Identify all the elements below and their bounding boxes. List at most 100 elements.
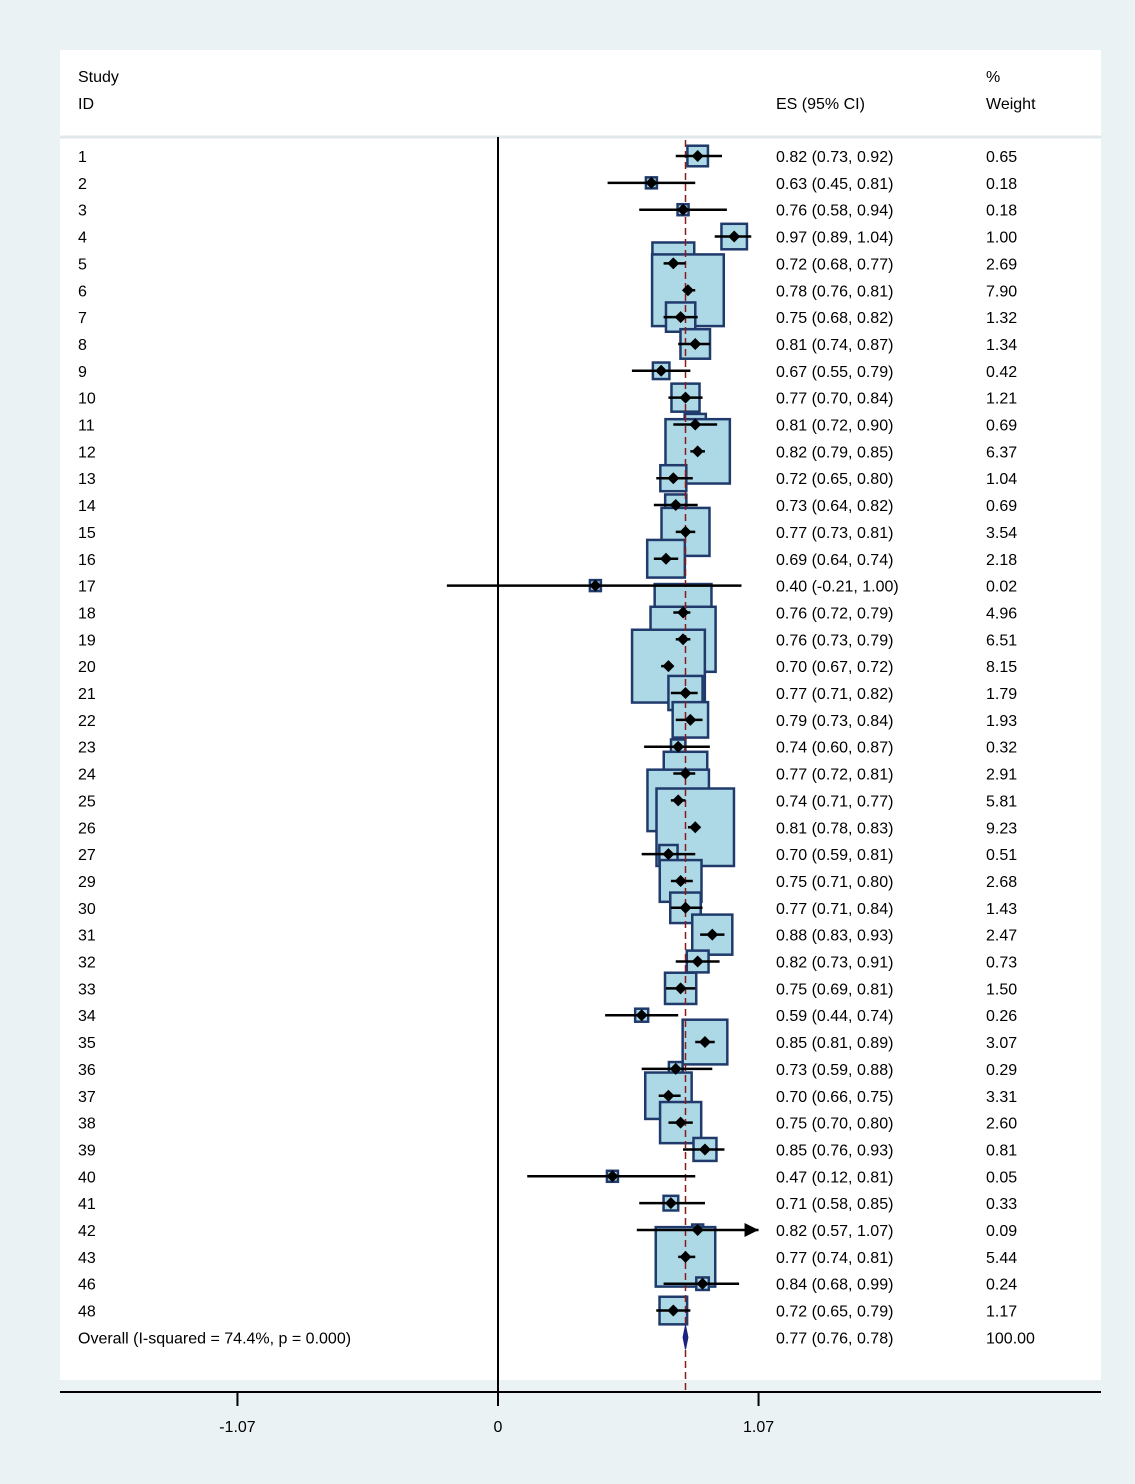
study-id: 36 [78,1062,96,1079]
point-estimate [655,364,668,377]
point-estimate [589,579,602,592]
study-ci: 0.74 (0.71, 0.77) [776,793,893,810]
overall-weight: 100.00 [986,1330,1035,1347]
study-id: 23 [78,740,96,757]
point-estimate [691,150,704,162]
study-ci: 0.77 (0.73, 0.81) [776,525,893,542]
point-estimate [669,499,682,512]
overall-ci: 0.77 (0.76, 0.78) [776,1330,893,1347]
study-ci: 0.47 (0.12, 0.81) [776,1169,893,1186]
study-ci: 0.78 (0.76, 0.81) [776,283,893,300]
study-id: 35 [78,1035,96,1052]
header-weight-pct: % [986,69,1000,86]
point-estimate [674,874,687,887]
study-weight: 0.42 [986,364,1017,381]
study-weight: 0.51 [986,847,1017,864]
study-weight: 0.33 [986,1196,1017,1213]
study-weight: 4.96 [986,605,1017,622]
study-ci: 0.67 (0.55, 0.79) [776,364,893,381]
study-id: 5 [78,256,87,273]
study-ci: 0.76 (0.73, 0.79) [776,632,893,649]
study-ci: 0.70 (0.66, 0.75) [776,1089,893,1106]
point-estimate [669,1062,682,1075]
study-ci: 0.69 (0.64, 0.74) [776,552,893,569]
point-estimate [684,713,697,726]
header-id: ID [78,96,94,113]
study-ci: 0.74 (0.60, 0.87) [776,740,893,757]
point-estimate [679,901,692,914]
study-id: 19 [78,632,96,649]
point-estimate [662,660,675,673]
point-estimate [672,740,685,753]
study-id: 3 [78,203,87,220]
study-weight: 0.32 [986,740,1017,757]
study-ci: 0.76 (0.72, 0.79) [776,605,893,622]
study-id: 34 [78,1008,96,1025]
study-weight: 0.69 [986,418,1017,435]
study-weight: 1.93 [986,713,1017,730]
point-estimate [696,1277,709,1290]
study-id: 1 [78,149,87,166]
point-estimate [698,1143,711,1156]
study-ci: 0.73 (0.64, 0.82) [776,498,893,515]
study-weight: 1.04 [986,471,1017,488]
study-ci: 0.70 (0.59, 0.81) [776,847,893,864]
point-estimate [698,1036,711,1049]
study-weight: 0.26 [986,1008,1017,1025]
study-id: 33 [78,981,96,998]
point-estimate [679,767,692,780]
study-weight: 3.31 [986,1089,1017,1106]
study-weight: 6.37 [986,444,1017,461]
header-es: ES (95% CI) [776,96,865,113]
point-estimate [662,1089,675,1102]
point-estimate [691,445,704,458]
point-estimate [679,391,692,404]
study-ci: 0.79 (0.73, 0.84) [776,713,893,730]
study-weight: 8.15 [986,659,1017,676]
study-id: 24 [78,767,96,784]
study-id: 18 [78,605,96,622]
study-weight: 1.50 [986,981,1017,998]
study-weight: 9.23 [986,820,1017,837]
study-weight: 5.81 [986,793,1017,810]
study-weight: 1.17 [986,1304,1017,1321]
study-weight: 0.73 [986,955,1017,972]
study-ci: 0.59 (0.44, 0.74) [776,1008,893,1025]
study-id: 13 [78,471,96,488]
study-ci: 0.77 (0.74, 0.81) [776,1250,893,1267]
study-weight: 0.02 [986,579,1017,596]
study-weight: 6.51 [986,632,1017,649]
point-estimate [664,1197,677,1210]
study-weight: 1.21 [986,391,1017,408]
point-estimate [681,284,694,297]
study-ci: 0.75 (0.68, 0.82) [776,310,893,327]
study-ci: 0.82 (0.73, 0.92) [776,149,893,166]
point-estimate [679,525,692,538]
study-ci: 0.75 (0.69, 0.81) [776,981,893,998]
point-estimate [679,687,692,699]
point-estimate [677,606,690,619]
study-weight: 2.47 [986,928,1017,945]
study-ci: 0.75 (0.71, 0.80) [776,874,893,891]
point-estimate [674,1116,687,1129]
point-estimate [667,1304,680,1317]
point-estimate [667,257,680,270]
point-estimate [689,821,702,834]
study-ci: 0.82 (0.73, 0.91) [776,955,893,972]
study-ci: 0.63 (0.45, 0.81) [776,176,893,193]
study-id: 37 [78,1089,96,1106]
study-weight: 1.00 [986,230,1017,247]
study-ci: 0.72 (0.65, 0.80) [776,471,893,488]
study-ci: 0.82 (0.57, 1.07) [776,1223,893,1240]
study-weight: 3.54 [986,525,1017,542]
point-estimate [677,633,690,646]
study-weight: 0.05 [986,1169,1017,1186]
study-weight: 0.18 [986,176,1017,193]
study-id: 21 [78,686,96,703]
header-study: Study [78,69,119,86]
study-id: 7 [78,310,87,327]
point-estimate [662,848,675,861]
study-id: 2 [78,176,87,193]
point-estimate [689,418,702,431]
study-id: 29 [78,874,96,891]
